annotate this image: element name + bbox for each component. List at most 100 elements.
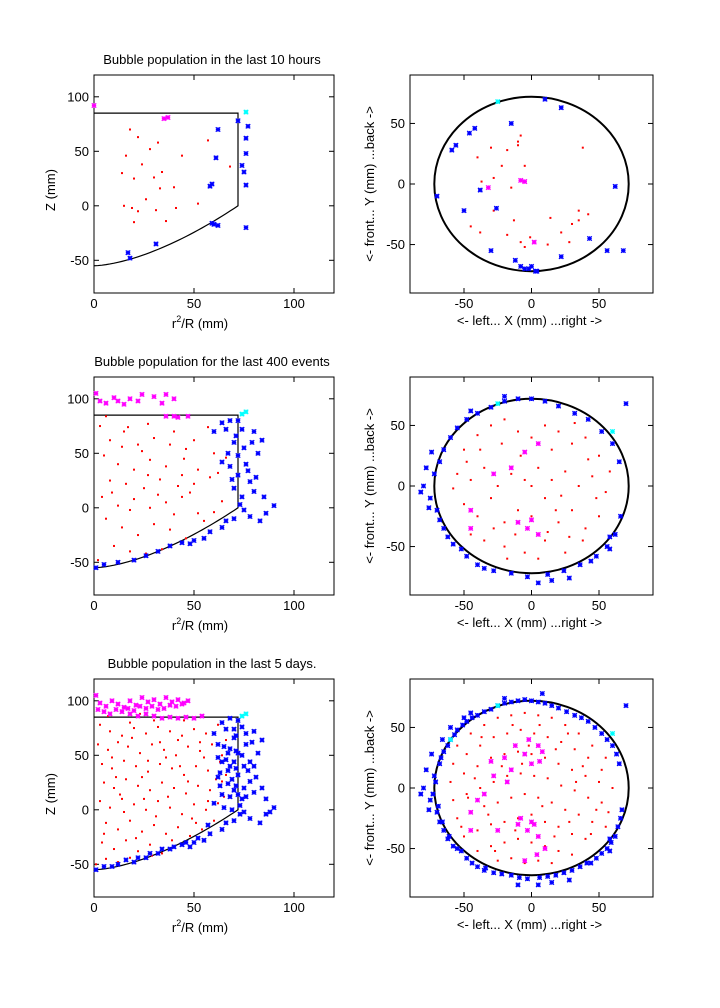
data-point bbox=[159, 715, 165, 721]
data-point bbox=[197, 512, 199, 515]
data-point bbox=[466, 130, 473, 136]
data-point bbox=[480, 736, 483, 739]
data-point bbox=[239, 796, 245, 802]
data-point bbox=[452, 799, 455, 802]
data-point bbox=[171, 413, 177, 419]
data-point bbox=[529, 236, 532, 239]
x-tick-label: 100 bbox=[283, 598, 305, 613]
data-point bbox=[155, 706, 161, 713]
data-point bbox=[223, 426, 229, 432]
data-point bbox=[506, 774, 509, 777]
data-point bbox=[491, 870, 497, 876]
data-point bbox=[219, 791, 225, 798]
data-point bbox=[528, 761, 535, 767]
data-point bbox=[207, 769, 209, 772]
y-tick-label: 0 bbox=[398, 177, 405, 192]
data-point bbox=[163, 391, 169, 398]
data-point bbox=[123, 810, 125, 813]
data-point bbox=[577, 209, 580, 212]
data-point bbox=[133, 702, 139, 708]
y-tick-label: 100 bbox=[67, 693, 89, 708]
data-point bbox=[620, 247, 626, 254]
data-point bbox=[151, 697, 157, 703]
data-point bbox=[93, 390, 99, 397]
data-point bbox=[535, 882, 541, 888]
data-point bbox=[587, 756, 590, 759]
data-point bbox=[205, 822, 211, 828]
data-point bbox=[153, 437, 155, 440]
x-axis-label: <- left... X (mm) ...right -> bbox=[457, 917, 602, 932]
data-point bbox=[586, 235, 593, 242]
y-tick-label: 0 bbox=[398, 781, 405, 796]
data-point bbox=[420, 785, 427, 791]
data-point bbox=[542, 845, 548, 852]
data-point bbox=[549, 577, 555, 584]
data-point bbox=[201, 535, 207, 541]
data-point bbox=[223, 726, 229, 732]
data-point bbox=[569, 867, 575, 874]
data-point bbox=[137, 850, 139, 853]
y-tick-label: -50 bbox=[70, 253, 89, 268]
y-tick-label: -50 bbox=[70, 555, 89, 570]
data-point bbox=[437, 761, 443, 767]
data-point bbox=[522, 449, 528, 455]
data-point bbox=[575, 780, 578, 783]
data-point bbox=[517, 750, 519, 753]
data-point bbox=[127, 698, 133, 704]
data-point bbox=[201, 828, 203, 831]
data-point bbox=[504, 779, 510, 785]
data-point bbox=[175, 754, 177, 757]
data-point bbox=[546, 243, 549, 246]
data-point bbox=[524, 525, 531, 532]
data-point bbox=[441, 525, 447, 532]
data-point bbox=[199, 713, 205, 719]
data-point bbox=[185, 447, 187, 450]
data-point bbox=[612, 531, 618, 538]
data-point bbox=[213, 155, 219, 161]
data-point bbox=[530, 436, 533, 439]
data-point bbox=[481, 565, 487, 572]
data-point bbox=[510, 714, 513, 717]
data-point bbox=[117, 741, 119, 744]
data-point bbox=[179, 540, 185, 546]
data-point bbox=[468, 710, 474, 716]
x-tick-label: 0 bbox=[528, 598, 535, 613]
y-tick-label: 50 bbox=[75, 748, 89, 763]
data-point bbox=[607, 534, 613, 540]
data-point bbox=[607, 848, 613, 854]
data-point bbox=[213, 452, 215, 455]
data-point bbox=[573, 748, 576, 751]
data-point bbox=[463, 448, 465, 451]
data-point bbox=[488, 706, 494, 712]
data-point bbox=[503, 841, 506, 844]
data-point bbox=[197, 468, 199, 471]
data-point bbox=[566, 575, 572, 581]
data-point bbox=[227, 715, 233, 721]
data-point bbox=[155, 850, 161, 857]
data-point bbox=[528, 517, 535, 523]
data-point bbox=[105, 517, 107, 520]
data-point bbox=[572, 712, 578, 718]
data-point bbox=[522, 751, 528, 757]
data-point bbox=[566, 732, 569, 735]
data-point bbox=[113, 544, 115, 547]
data-point bbox=[157, 701, 163, 707]
data-point bbox=[447, 736, 454, 743]
data-point bbox=[239, 426, 245, 432]
data-point bbox=[149, 789, 151, 792]
data-point bbox=[491, 568, 497, 574]
data-point bbox=[193, 728, 195, 731]
data-point bbox=[467, 796, 470, 799]
data-point bbox=[474, 410, 481, 416]
data-point bbox=[546, 777, 549, 780]
data-point bbox=[595, 497, 598, 500]
data-point bbox=[187, 844, 193, 850]
data-point bbox=[554, 748, 557, 751]
data-point bbox=[454, 425, 460, 431]
data-point bbox=[496, 716, 499, 719]
data-point bbox=[483, 539, 486, 542]
data-point bbox=[165, 114, 171, 121]
y-tick-label: 100 bbox=[67, 89, 89, 104]
data-point bbox=[508, 699, 514, 705]
data-point bbox=[171, 396, 177, 402]
